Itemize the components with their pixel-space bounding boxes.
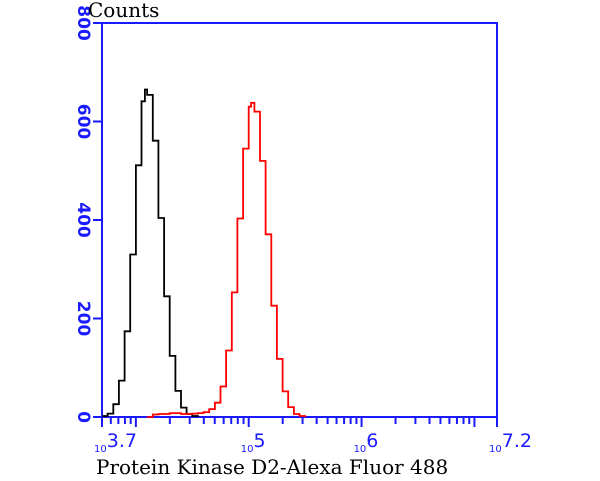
y-tick-label: 400: [73, 202, 93, 238]
y-tick-label: 800: [73, 5, 93, 41]
x-tick-label: 106: [354, 430, 379, 455]
y-tick-label: 200: [73, 301, 93, 337]
x-tick-power: 7.2: [502, 430, 532, 452]
x-tick-power: 6: [366, 430, 378, 452]
x-tick-power: 5: [253, 430, 265, 452]
plot-frame: [101, 22, 498, 418]
y-tick-label: 0: [73, 411, 93, 423]
x-tick-label: 107.2: [489, 430, 532, 455]
histogram-series-2: [147, 101, 307, 418]
y-tick-label: 600: [73, 104, 93, 140]
x-axis-label: Protein Kinase D2-Alexa Fluor 488: [96, 455, 448, 479]
x-tick-base: 10: [489, 444, 502, 455]
x-tick-power: 3.7: [107, 430, 137, 452]
y-axis-label: Counts: [88, 0, 159, 22]
x-tick-label: 105: [241, 430, 266, 455]
x-tick-label: 103.7: [94, 430, 137, 455]
x-tick-base: 10: [94, 444, 107, 455]
series-group: [102, 88, 307, 418]
x-tick-base: 10: [241, 444, 254, 455]
x-tick-base: 10: [354, 444, 367, 455]
histogram-series-1: [102, 88, 199, 417]
